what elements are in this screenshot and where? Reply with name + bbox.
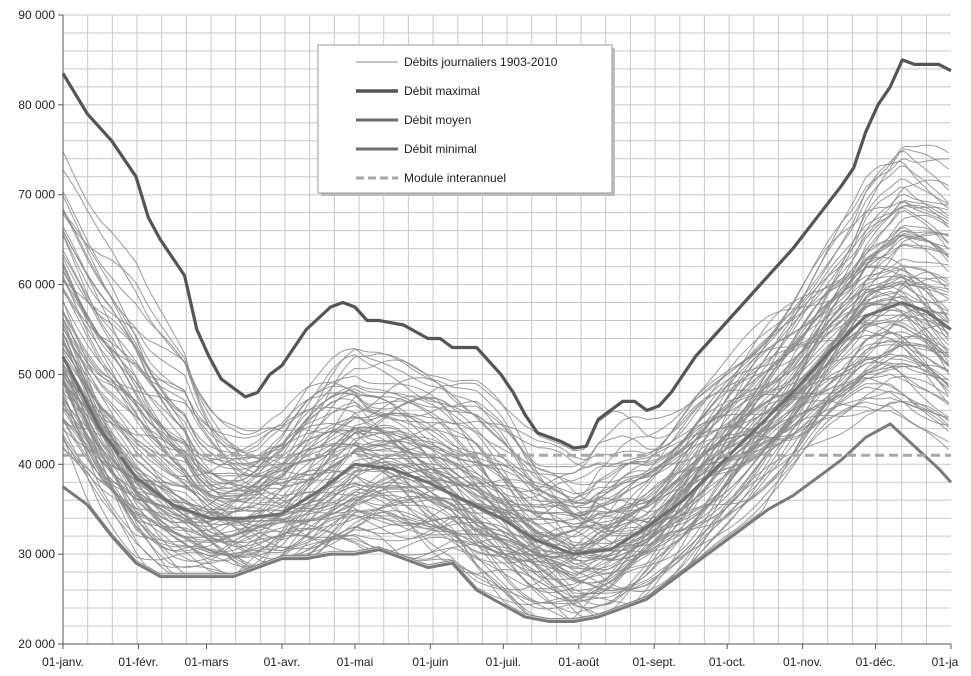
daily-flow-line — [62, 339, 949, 568]
x-tick-label: 01-déc. — [856, 655, 896, 669]
daily-flow-line — [62, 401, 949, 591]
daily-flow-line — [62, 178, 949, 543]
y-tick-label: 40 000 — [18, 457, 55, 471]
axes: 20 000 30 000 40 000 50 000 60 000 70 000 80 0… — [18, 8, 958, 669]
daily-flow-line — [62, 307, 949, 602]
daily-flow-line — [62, 193, 949, 513]
daily-flow-line — [62, 386, 949, 575]
legend-label: Débits journaliers 1903-2010 — [404, 55, 558, 69]
daily-flow-line — [62, 288, 949, 532]
x-tick-label: 01-oct. — [709, 655, 746, 669]
legend-label: Débit minimal — [404, 142, 477, 156]
daily-flow-line — [62, 165, 949, 565]
daily-flow-line — [62, 329, 949, 553]
daily-flow-line — [62, 179, 949, 549]
x-tick-label: 01-ja — [932, 655, 959, 669]
daily-flow-line — [62, 160, 949, 529]
x-tick-label: 01-nov. — [783, 655, 822, 669]
mean-flow-line — [61, 301, 952, 556]
daily-flow-line — [62, 290, 949, 590]
daily-flow-line — [62, 344, 949, 568]
legend-label: Module interannuel — [404, 171, 506, 185]
x-tick-label: 01-août — [558, 655, 599, 669]
summary-series — [61, 58, 953, 623]
x-tick-label: 01-juin — [412, 655, 448, 669]
daily-flow-line — [62, 309, 950, 568]
daily-flow-line — [62, 232, 949, 477]
x-tick-label: 01-avr. — [264, 655, 301, 669]
daily-flow-line — [62, 362, 949, 620]
daily-flow-line — [62, 401, 949, 616]
x-tick-label: 01-sept. — [633, 655, 676, 669]
daily-flow-line — [62, 250, 949, 562]
y-tick-label: 60 000 — [18, 278, 55, 292]
x-tick-label: 01-juil. — [486, 655, 521, 669]
daily-flow-line — [62, 226, 949, 499]
daily-flow-lines — [62, 144, 950, 620]
legend-label: Débit moyen — [404, 113, 471, 127]
legend: Débits journaliers 1903-2010 Débit maxima… — [317, 44, 615, 196]
daily-flow-line — [62, 282, 950, 614]
x-tick-label: 01-mai — [337, 655, 374, 669]
y-tick-label: 20 000 — [18, 637, 55, 651]
y-tick-label: 50 000 — [18, 367, 55, 381]
daily-flow-line — [62, 229, 949, 505]
daily-flow-line — [62, 400, 949, 595]
daily-flow-line — [62, 268, 950, 576]
x-tick-label: 01-févr. — [118, 655, 158, 669]
daily-flow-line — [62, 314, 949, 559]
daily-flow-line — [62, 210, 949, 517]
y-tick-label: 30 000 — [18, 547, 55, 561]
legend-label: Débit maximal — [404, 84, 480, 98]
x-tick-label: 01-mars — [185, 655, 229, 669]
daily-flow-line — [62, 201, 949, 503]
daily-flow-line — [62, 291, 949, 581]
daily-flow-line — [62, 284, 949, 543]
min-flow-line — [62, 422, 953, 623]
y-tick-label: 90 000 — [18, 8, 55, 22]
daily-flow-line — [62, 298, 949, 591]
y-tick-label: 80 000 — [18, 98, 55, 112]
daily-flow-line — [62, 358, 949, 618]
y-tick-label: 70 000 — [18, 188, 55, 202]
daily-flow-line — [62, 186, 949, 466]
daily-flow-line — [62, 144, 949, 519]
max-flow-line — [61, 58, 952, 450]
daily-flow-line — [62, 363, 949, 584]
daily-flow-line — [62, 207, 949, 513]
daily-flow-line — [62, 275, 949, 592]
x-tick-label: 01-janv. — [42, 655, 84, 669]
daily-flow-line — [62, 354, 949, 598]
